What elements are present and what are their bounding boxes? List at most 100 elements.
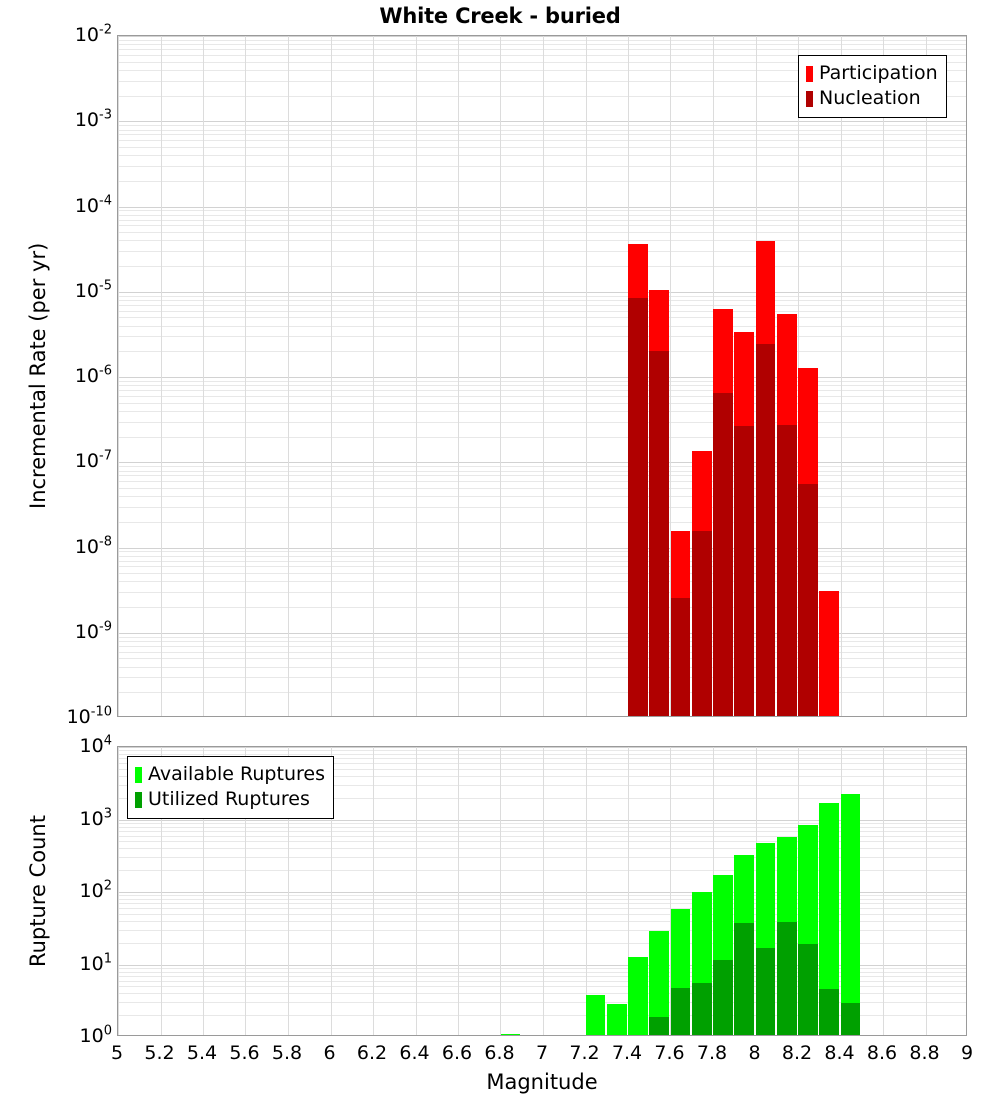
gridline-vertical xyxy=(331,747,332,1035)
gridline-vertical xyxy=(161,747,162,1035)
x-tick-label: 6 xyxy=(323,1042,336,1064)
top-legend: Participation Nucleation xyxy=(798,55,947,118)
gridline-horizontal xyxy=(118,976,966,977)
gridline-horizontal xyxy=(118,827,966,828)
bar-participation xyxy=(819,591,839,716)
gridline-horizontal xyxy=(118,573,966,574)
legend-item-available-ruptures[interactable]: Available Ruptures xyxy=(135,762,325,787)
gridline-horizontal xyxy=(118,155,966,156)
y-tick-label: 104 xyxy=(79,733,112,757)
x-tick-label: 7.2 xyxy=(569,1042,600,1064)
participation-swatch-icon xyxy=(806,65,813,82)
gridline-horizontal xyxy=(118,296,966,297)
legend-label-nucleation: Nucleation xyxy=(819,87,921,109)
gridline-horizontal xyxy=(118,305,966,306)
gridline-horizontal xyxy=(118,381,966,382)
gridline-vertical xyxy=(203,36,204,716)
x-tick-label: 9 xyxy=(960,1042,974,1064)
gridline-horizontal xyxy=(118,140,966,141)
available-ruptures-swatch-icon xyxy=(135,766,142,783)
gridline-horizontal xyxy=(118,215,966,216)
gridline-horizontal xyxy=(118,240,966,241)
gridline-horizontal xyxy=(118,769,966,770)
gridline-vertical xyxy=(543,36,544,716)
legend-label-available-ruptures: Available Ruptures xyxy=(148,763,325,785)
x-tick-label: 8.4 xyxy=(824,1042,855,1064)
gridline-horizontal xyxy=(118,36,966,37)
gridline-horizontal xyxy=(118,166,966,167)
gridline-vertical xyxy=(628,747,629,1035)
y-tick-label: 100 xyxy=(79,1023,112,1047)
gridline-horizontal xyxy=(118,377,966,378)
gridline-horizontal xyxy=(118,561,966,562)
utilized-ruptures-swatch-icon xyxy=(135,791,142,808)
gridline-horizontal xyxy=(118,763,966,764)
gridline-horizontal xyxy=(118,1002,966,1003)
gridline-horizontal xyxy=(118,921,966,922)
legend-item-utilized-ruptures[interactable]: Utilized Ruptures xyxy=(135,787,325,812)
legend-item-nucleation[interactable]: Nucleation xyxy=(806,86,938,111)
x-tick-label: 7 xyxy=(535,1042,549,1064)
gridline-horizontal xyxy=(118,667,966,668)
bar-utilized-ruptures xyxy=(649,1016,669,1035)
gridline-horizontal xyxy=(118,251,966,252)
gridline-horizontal xyxy=(118,210,966,211)
y-tick-label: 103 xyxy=(79,806,112,830)
gridline-horizontal xyxy=(118,403,966,404)
gridline-horizontal xyxy=(118,475,966,476)
y-tick-label: 10-7 xyxy=(74,448,112,473)
nucleation-swatch-icon xyxy=(806,90,813,107)
gridline-vertical xyxy=(161,36,162,716)
y-tick-label: 10-10 xyxy=(66,704,112,728)
gridline-horizontal xyxy=(118,81,966,82)
y-tick-label: 10-6 xyxy=(74,363,112,387)
gridline-vertical xyxy=(586,747,587,1035)
gridline-horizontal xyxy=(118,311,966,312)
gridline-horizontal xyxy=(118,422,966,423)
bottom-y-axis-title: Rupture Count xyxy=(26,815,50,967)
gridline-horizontal xyxy=(118,895,966,896)
y-tick-label: 10-4 xyxy=(74,193,112,217)
gridline-horizontal xyxy=(118,496,966,497)
gridline-vertical xyxy=(288,36,289,716)
gridline-vertical xyxy=(288,747,289,1035)
top-y-axis-title: Incremental Rate (per yr) xyxy=(26,242,50,509)
gridline-horizontal xyxy=(118,70,966,71)
gridline-horizontal xyxy=(118,232,966,233)
gridline-horizontal xyxy=(118,903,966,904)
gridline-horizontal xyxy=(118,965,966,966)
gridline-vertical xyxy=(203,747,204,1035)
x-tick-label: 5.6 xyxy=(229,1042,260,1064)
gridline-horizontal xyxy=(118,646,966,647)
gridline-vertical xyxy=(926,36,927,716)
x-tick-label: 5.4 xyxy=(186,1042,218,1064)
gridline-horizontal xyxy=(118,677,966,678)
gridline-horizontal xyxy=(118,823,966,824)
bottom-bars xyxy=(118,747,966,1035)
bar-nucleation xyxy=(798,484,818,716)
gridline-horizontal xyxy=(118,750,966,751)
x-tick-label: 6.6 xyxy=(441,1042,473,1064)
gridline-vertical xyxy=(458,36,459,716)
gridline-horizontal xyxy=(118,551,966,552)
legend-item-participation[interactable]: Participation xyxy=(806,61,938,86)
x-tick-label: 6.2 xyxy=(356,1042,388,1064)
gridline-horizontal xyxy=(118,820,966,821)
gridline-horizontal xyxy=(118,908,966,909)
gridline-horizontal xyxy=(118,225,966,226)
bottom-legend: Available Ruptures Utilized Ruptures xyxy=(127,756,334,819)
gridline-horizontal xyxy=(118,130,966,131)
bar-utilized-ruptures xyxy=(670,988,691,1035)
gridline-horizontal xyxy=(118,385,966,386)
gridline-horizontal xyxy=(118,892,966,893)
bottom-y-axis-ticks: 100 101 102 103 104 xyxy=(0,735,112,1047)
gridline-horizontal xyxy=(118,652,966,653)
gridline-horizontal xyxy=(118,798,966,799)
gridline-horizontal xyxy=(118,548,966,549)
gridline-vertical xyxy=(118,747,119,1035)
gridline-vertical xyxy=(883,36,884,716)
y-tick-label: 10-5 xyxy=(74,278,112,302)
bar-nucleation xyxy=(713,392,733,716)
y-tick-label: 101 xyxy=(79,951,112,975)
gridline-horizontal xyxy=(118,351,966,352)
